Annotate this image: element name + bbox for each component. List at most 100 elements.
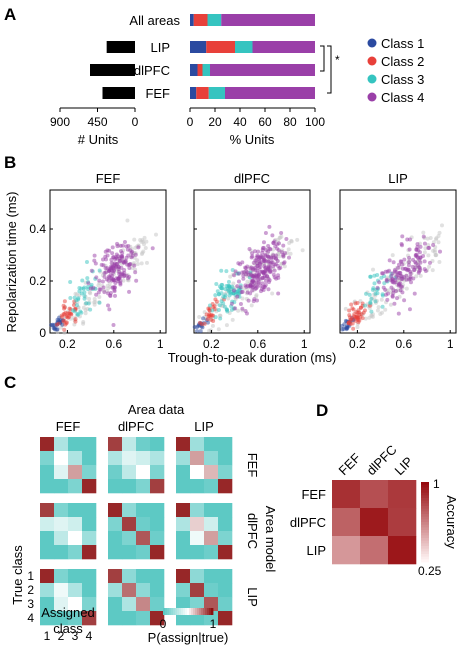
c-cell — [218, 437, 233, 452]
point-class4 — [411, 257, 416, 262]
point-class4 — [397, 282, 402, 287]
c-cell — [54, 583, 69, 598]
point-class3 — [373, 299, 378, 304]
c-cell — [68, 531, 83, 546]
pct-bar-2-class2 — [197, 64, 203, 76]
gray-point — [287, 241, 292, 246]
point-class4 — [107, 307, 112, 312]
point-class3 — [373, 291, 378, 296]
point-class4 — [238, 285, 243, 290]
c-cell — [122, 479, 137, 494]
c-col-tick: 4 — [86, 629, 93, 643]
point-class4 — [136, 245, 141, 250]
c-cell — [176, 583, 191, 598]
category-label-0: All areas — [129, 13, 180, 28]
point-class2 — [207, 308, 212, 313]
point-class3 — [364, 291, 369, 296]
point-class4 — [106, 303, 111, 308]
point-class4 — [267, 224, 272, 229]
point-class3 — [224, 269, 229, 274]
pct-bar-3-class3 — [208, 87, 225, 99]
c-cell — [176, 597, 191, 612]
class-legend: Class 1 Class 2 Class 3 Class 4 — [367, 36, 424, 105]
gray-point — [379, 297, 384, 302]
gray-point — [144, 260, 149, 265]
d-col-label-0: FEF — [336, 450, 364, 478]
c-row-tick: 1 — [27, 569, 34, 583]
point-class4 — [114, 262, 119, 267]
d-cell — [332, 508, 361, 537]
gray-point — [228, 274, 233, 279]
point-class2 — [62, 299, 67, 304]
c-cell — [40, 531, 55, 546]
c-cell — [136, 479, 151, 494]
point-class3 — [84, 259, 89, 264]
point-class4 — [266, 255, 271, 260]
d-colorbar-step — [421, 484, 429, 488]
gray-point — [139, 261, 144, 266]
c-cell — [204, 517, 219, 532]
c-colorbar-max: 1 — [210, 617, 217, 631]
d-colorbar-step — [421, 506, 429, 510]
point-class4 — [129, 251, 134, 256]
c-cell — [150, 437, 165, 452]
c-cell — [218, 611, 233, 626]
point-class4 — [408, 271, 413, 276]
gray-point — [132, 237, 137, 242]
point-class1 — [52, 326, 57, 331]
point-class4 — [407, 255, 412, 260]
pct-bar-3-class4 — [225, 87, 315, 99]
point-class4 — [125, 262, 130, 267]
point-class3 — [219, 282, 224, 287]
pct-bar-0-class2 — [193, 14, 208, 26]
c-cell — [150, 451, 165, 466]
point-class4 — [268, 261, 273, 266]
c-cell — [204, 451, 219, 466]
point-class3 — [68, 295, 73, 300]
c-cell — [68, 611, 83, 626]
point-class4 — [381, 285, 386, 290]
point-class4 — [96, 290, 101, 295]
point-class4 — [250, 279, 255, 284]
c-cell — [82, 517, 97, 532]
point-class2 — [356, 308, 361, 313]
point-class4 — [422, 259, 427, 264]
point-class3 — [82, 296, 87, 301]
point-class4 — [247, 247, 252, 252]
gray-point — [422, 250, 427, 255]
c-cell — [190, 597, 205, 612]
gray-point — [276, 237, 281, 242]
c-colorbar-step — [203, 608, 206, 615]
d-cell — [388, 508, 417, 537]
gray-point — [388, 302, 393, 307]
pct-bar-3-class2 — [196, 87, 209, 99]
gray-point — [418, 273, 423, 278]
c-side-title: Area model — [263, 506, 278, 573]
d-colorbar-step — [421, 516, 429, 520]
point-class4 — [400, 234, 405, 239]
d-cell — [360, 480, 389, 509]
point-class4 — [276, 291, 281, 296]
point-class4 — [391, 260, 396, 265]
gray-point — [437, 259, 442, 264]
point-class4 — [272, 275, 277, 280]
scatter-title-2: LIP — [388, 171, 408, 186]
pct-tick-label: 40 — [233, 115, 247, 129]
c-cell — [82, 451, 97, 466]
pct-tick-label: 80 — [283, 115, 297, 129]
point-class4 — [407, 259, 412, 264]
d-colorbar-step — [421, 508, 429, 512]
d-cell — [332, 480, 361, 509]
c-col-title-0: FEF — [56, 419, 81, 434]
point-class4 — [397, 270, 402, 275]
c-cell — [122, 611, 137, 626]
d-colorbar-step — [421, 490, 429, 494]
point-class4 — [109, 261, 114, 266]
c-cell — [40, 583, 55, 598]
c-colorbar-label: P(assign|true) — [148, 630, 229, 645]
pct-bar-0-class1 — [190, 14, 194, 26]
d-colorbar-step — [421, 514, 429, 518]
c-cell — [82, 465, 97, 480]
d-col-label-2: LIP — [392, 454, 416, 478]
point-class4 — [100, 279, 105, 284]
